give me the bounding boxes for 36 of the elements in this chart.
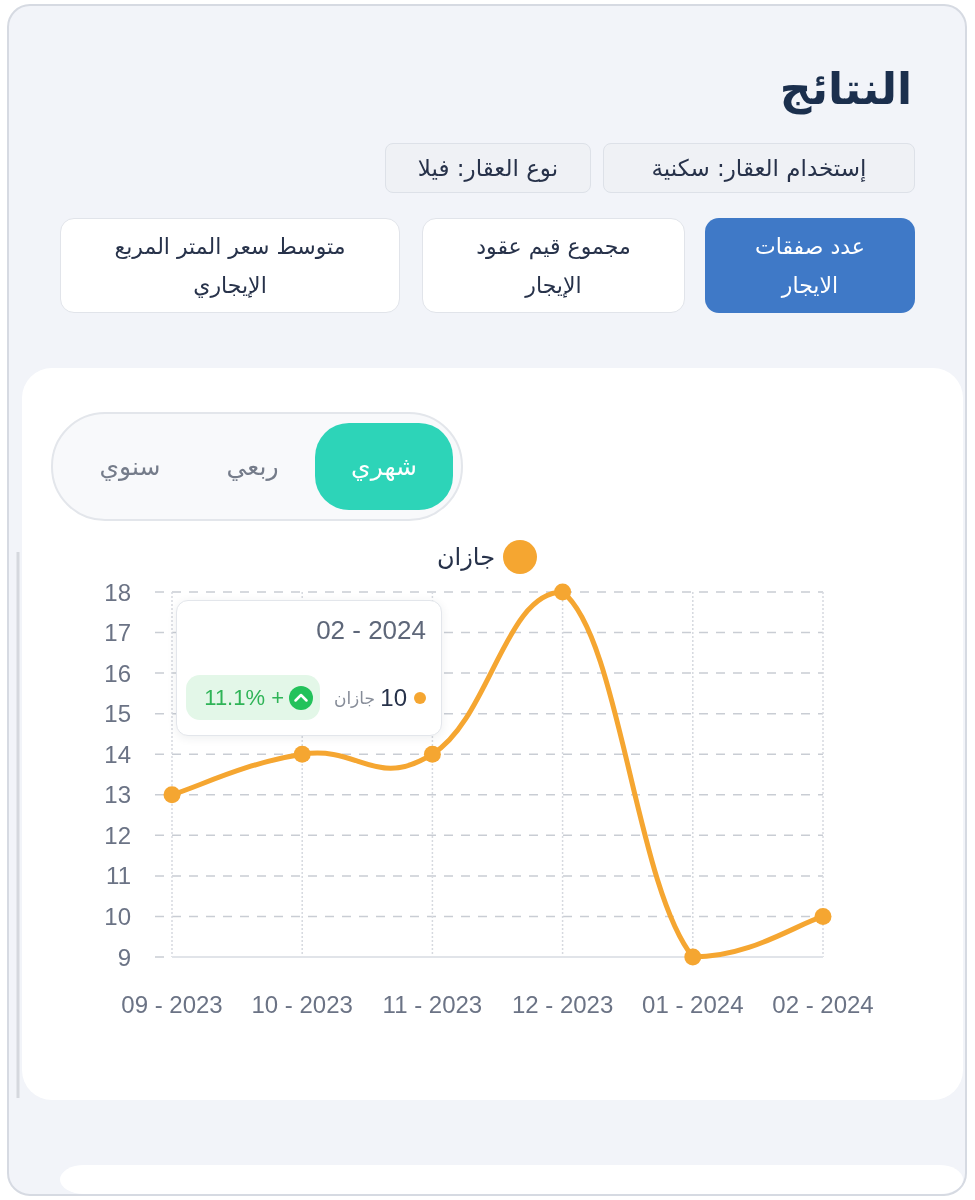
point (163, 786, 181, 804)
x-tick-label: 10 - 2023 (251, 990, 353, 1018)
point (293, 745, 311, 763)
y-tick-label: 11 (106, 862, 131, 890)
annotation: 02 - 2024 (316, 614, 426, 647)
tab-button: مجموع قيم عقود الإيجار (422, 218, 685, 313)
annotation: 11.1% + (204, 684, 284, 712)
point (423, 745, 441, 763)
text: سنوي (99, 452, 161, 481)
annotation: 10 (380, 683, 407, 713)
text: نوع العقار: فيلا (417, 155, 559, 181)
y-tick-label: 12 (104, 821, 131, 849)
text: إستخدام العقار: سكنية (651, 155, 867, 181)
y-tick-label: 15 (104, 700, 131, 728)
point (554, 583, 572, 601)
text: ربعي (226, 452, 279, 481)
tab-button: متوسط سعر المتر المربع الإيجاري (60, 218, 400, 313)
legend: جازان (436, 540, 537, 574)
text: شهري (351, 452, 417, 481)
y-tick-label: 9 (117, 943, 131, 971)
x-tick-label: 01 - 2024 (642, 990, 744, 1018)
y-tick-label: 17 (104, 619, 131, 647)
x-tick-label: 12 - 2023 (511, 990, 614, 1018)
y-tick-label: 14 (104, 740, 131, 768)
y-tick-label: 18 (104, 578, 131, 606)
y-tick-label: 13 (104, 781, 131, 809)
tab-button: عدد صفقات الايجار (705, 218, 915, 313)
x-tick-label: 11 - 2023 (382, 990, 483, 1018)
point (684, 948, 702, 966)
text: جازان (333, 687, 375, 710)
y-tick-label: 10 (104, 902, 131, 930)
point (814, 907, 832, 925)
y-tick-label: 16 (104, 659, 131, 687)
x-tick-label: 09 - 2023 (121, 990, 223, 1018)
chart-title: النتائج (779, 62, 912, 117)
x-tick-label: 02 - 2024 (772, 990, 874, 1018)
